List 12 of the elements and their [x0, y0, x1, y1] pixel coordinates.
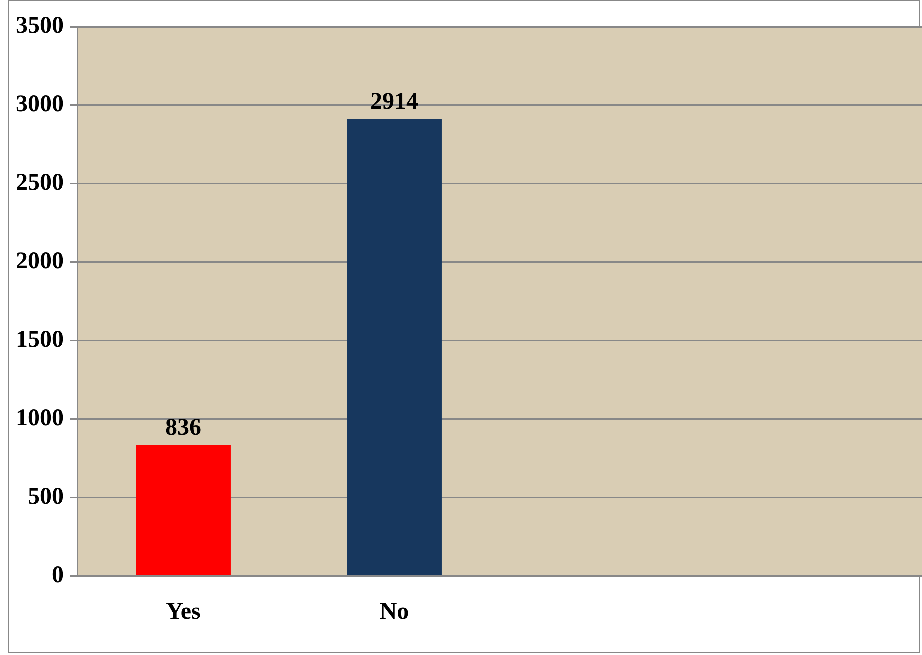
y-tick-label: 3000 — [16, 92, 64, 118]
y-tick-label: 3500 — [16, 13, 64, 40]
x-tick-label: No — [380, 598, 410, 625]
y-tick-label: 1500 — [16, 327, 64, 354]
y-tick-label: 2500 — [16, 170, 64, 196]
y-tick-label: 2000 — [16, 248, 64, 275]
y-tick-label: 0 — [52, 562, 64, 588]
data-label: 2914 — [370, 89, 418, 116]
x-tick-label: Yes — [166, 598, 201, 625]
data-label: 836 — [166, 415, 202, 442]
y-tick-label: 1000 — [16, 405, 64, 432]
y-tick-label: 500 — [28, 484, 64, 510]
